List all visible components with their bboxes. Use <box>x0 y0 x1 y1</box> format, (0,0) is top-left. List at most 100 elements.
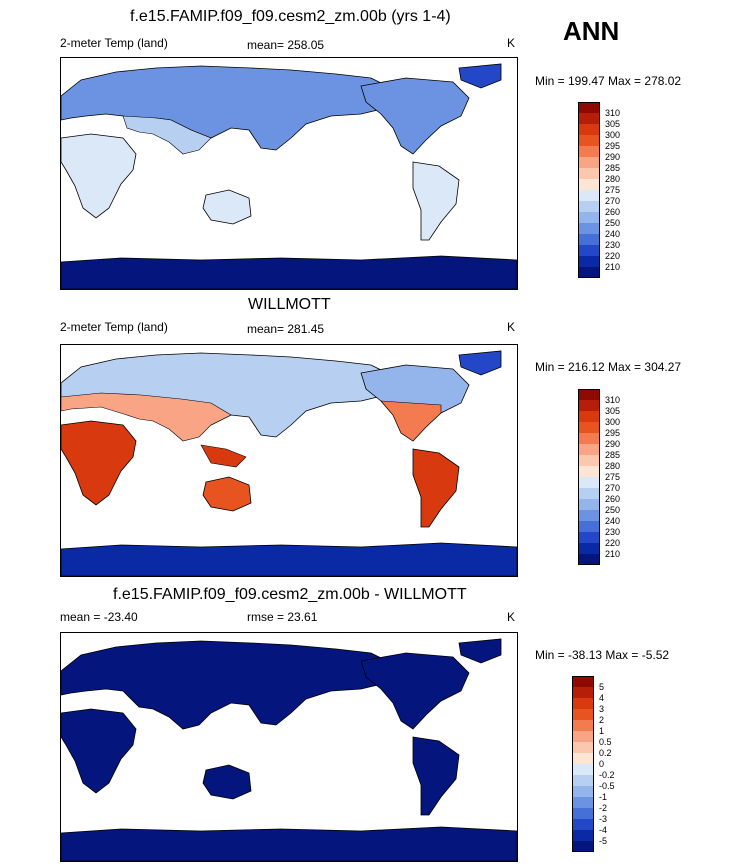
colorbar-swatch <box>578 532 600 543</box>
colorbar-tick-label: 270 <box>605 483 621 493</box>
colorbar-swatch <box>578 521 600 532</box>
colorbar-swatch <box>578 135 600 146</box>
colorbar-swatch <box>572 687 594 698</box>
colorbar-tick-label: 5 <box>599 682 605 692</box>
colorbar-swatch <box>578 444 600 455</box>
colorbar-tick-label: 310 <box>605 108 621 118</box>
colorbar-tick-label: 285 <box>605 450 621 460</box>
panel3-rmse-label: rmse = 23.61 <box>247 610 318 624</box>
panel3-mean-label: mean = -23.40 <box>60 610 138 624</box>
panel2-greenland <box>458 350 502 376</box>
panel1-antarctica <box>61 255 517 289</box>
colorbar-tick-label: 290 <box>605 152 621 162</box>
panel3-minmax-label: Min = -38.13 Max = -5.52 <box>535 648 670 662</box>
colorbar-swatch <box>572 841 594 852</box>
colorbar-tick-label: 275 <box>605 472 621 482</box>
colorbar-swatch <box>578 477 600 488</box>
colorbar-swatch <box>578 400 600 411</box>
panel1-australia <box>202 189 252 225</box>
colorbar-swatch <box>572 720 594 731</box>
panel2-mean-label: mean= 281.45 <box>247 322 325 336</box>
panel1-north-america <box>360 77 470 155</box>
colorbar-tick-label: 260 <box>605 494 621 504</box>
panel2-north-america-south <box>380 400 442 442</box>
colorbar-tick-label: 0.5 <box>599 737 612 747</box>
colorbar-tick-label: 305 <box>605 406 621 416</box>
colorbar-tick-label: -4 <box>599 825 608 835</box>
panel2-map-svg <box>61 350 517 576</box>
colorbar-tick-label: 295 <box>605 141 621 151</box>
colorbar-tick-label: 260 <box>605 207 621 217</box>
colorbar-tick-label: 3 <box>599 704 605 714</box>
colorbar-swatch <box>578 499 600 510</box>
colorbar-tick-label: 230 <box>605 527 621 537</box>
colorbar-swatch <box>578 223 600 234</box>
colorbar-swatch <box>578 267 600 278</box>
panel2-variable-label: 2-meter Temp (land) <box>60 320 168 334</box>
panel3-greenland <box>458 638 502 664</box>
colorbar-tick-label: 210 <box>605 262 621 272</box>
colorbar-tick-label: 280 <box>605 461 621 471</box>
colorbar-tick-label: 220 <box>605 538 621 548</box>
colorbar-swatch <box>578 543 600 554</box>
colorbar-tick-label: 240 <box>605 229 621 239</box>
panel1-map <box>60 57 518 290</box>
colorbar-swatch <box>578 455 600 466</box>
colorbar-swatch <box>578 245 600 256</box>
colorbar-swatch <box>572 698 594 709</box>
panel2-title: WILLMOTT <box>248 296 331 313</box>
colorbar-tick-label: 310 <box>605 395 621 405</box>
colorbar-tick-label: -5 <box>599 836 608 846</box>
colorbar-swatch <box>572 742 594 753</box>
colorbar-swatch <box>578 157 600 168</box>
colorbar-swatch <box>578 488 600 499</box>
colorbar-tick-label: 280 <box>605 174 621 184</box>
colorbar-swatch <box>578 389 600 400</box>
colorbar-swatch <box>578 113 600 124</box>
colorbar-tick-label: 300 <box>605 130 621 140</box>
panel2-australia <box>202 476 252 512</box>
colorbar-tick-label: 2 <box>599 715 605 725</box>
colorbar-tick-label: 300 <box>605 417 621 427</box>
colorbar-swatch <box>572 731 594 742</box>
panel2-minmax-label: Min = 216.12 Max = 304.27 <box>535 360 682 374</box>
panel1-map-svg <box>61 63 517 289</box>
colorbar-tick-label: 0 <box>599 759 605 769</box>
colorbar-tick-label: -2 <box>599 803 608 813</box>
panel2-africa <box>61 420 137 506</box>
colorbar-swatch <box>578 124 600 135</box>
panel1-greenland <box>458 63 502 89</box>
colorbar-swatch <box>572 819 594 830</box>
panel3-south-america <box>412 736 460 816</box>
colorbar-swatch <box>578 212 600 223</box>
colorbar-tick-label: 290 <box>605 439 621 449</box>
panel2-map <box>60 344 518 577</box>
colorbar-tick-label: -3 <box>599 814 608 824</box>
colorbar-tick-label: 305 <box>605 119 621 129</box>
panel1-eurasia-south <box>122 115 212 155</box>
colorbar-swatch <box>578 190 600 201</box>
colorbar-swatch <box>572 676 594 687</box>
colorbar-swatch <box>572 775 594 786</box>
colorbar-swatch <box>578 168 600 179</box>
colorbar-tick-label: -0.5 <box>599 781 615 791</box>
colorbar-tick-label: -0.2 <box>599 770 615 780</box>
colorbar-swatch <box>578 102 600 113</box>
season-label: ANN <box>563 16 620 46</box>
colorbar-swatch <box>578 433 600 444</box>
colorbar-swatch <box>578 179 600 190</box>
colorbar-tick-label: 295 <box>605 428 621 438</box>
colorbar-tick-label: 230 <box>605 240 621 250</box>
colorbar-swatch <box>572 709 594 720</box>
colorbar-swatch <box>572 786 594 797</box>
panel3-africa <box>61 708 137 794</box>
colorbar-tick-label: 220 <box>605 251 621 261</box>
panel1-variable-label: 2-meter Temp (land) <box>60 36 168 50</box>
colorbar-tick-label: 0.2 <box>599 748 612 758</box>
colorbar-tick-label: 270 <box>605 196 621 206</box>
colorbar-tick-label: 240 <box>605 516 621 526</box>
colorbar-swatch <box>578 554 600 565</box>
colorbar-swatch <box>572 830 594 841</box>
panel3-north-america <box>360 652 470 730</box>
panel2-units-label: K <box>507 320 516 334</box>
